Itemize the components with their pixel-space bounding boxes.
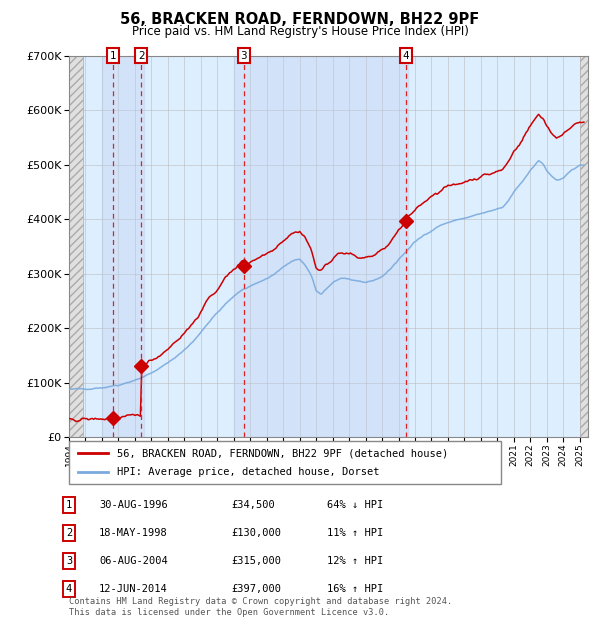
Text: £397,000: £397,000 — [231, 584, 281, 594]
Text: 12-JUN-2014: 12-JUN-2014 — [99, 584, 168, 594]
Text: 3: 3 — [66, 556, 72, 566]
Text: HPI: Average price, detached house, Dorset: HPI: Average price, detached house, Dors… — [116, 467, 379, 477]
Text: 4: 4 — [66, 584, 72, 594]
Bar — [234, 56, 409, 437]
Text: 1: 1 — [66, 500, 72, 510]
Text: 18-MAY-1998: 18-MAY-1998 — [99, 528, 168, 538]
Text: Contains HM Land Registry data © Crown copyright and database right 2024.
This d: Contains HM Land Registry data © Crown c… — [69, 598, 452, 617]
Text: 56, BRACKEN ROAD, FERNDOWN, BH22 9PF: 56, BRACKEN ROAD, FERNDOWN, BH22 9PF — [121, 12, 479, 27]
Text: £315,000: £315,000 — [231, 556, 281, 566]
FancyBboxPatch shape — [69, 441, 501, 484]
Text: 3: 3 — [241, 51, 247, 61]
Text: 06-AUG-2004: 06-AUG-2004 — [99, 556, 168, 566]
Text: 56, BRACKEN ROAD, FERNDOWN, BH22 9PF (detached house): 56, BRACKEN ROAD, FERNDOWN, BH22 9PF (de… — [116, 448, 448, 458]
Text: 2: 2 — [138, 51, 145, 61]
Text: 12% ↑ HPI: 12% ↑ HPI — [327, 556, 383, 566]
Text: 30-AUG-1996: 30-AUG-1996 — [99, 500, 168, 510]
Text: 64% ↓ HPI: 64% ↓ HPI — [327, 500, 383, 510]
Bar — [102, 56, 144, 437]
Text: £34,500: £34,500 — [231, 500, 275, 510]
Text: 16% ↑ HPI: 16% ↑ HPI — [327, 584, 383, 594]
Text: 4: 4 — [403, 51, 409, 61]
Text: 1: 1 — [110, 51, 116, 61]
Text: 11% ↑ HPI: 11% ↑ HPI — [327, 528, 383, 538]
Text: 2: 2 — [66, 528, 72, 538]
Text: £130,000: £130,000 — [231, 528, 281, 538]
Text: Price paid vs. HM Land Registry's House Price Index (HPI): Price paid vs. HM Land Registry's House … — [131, 25, 469, 38]
